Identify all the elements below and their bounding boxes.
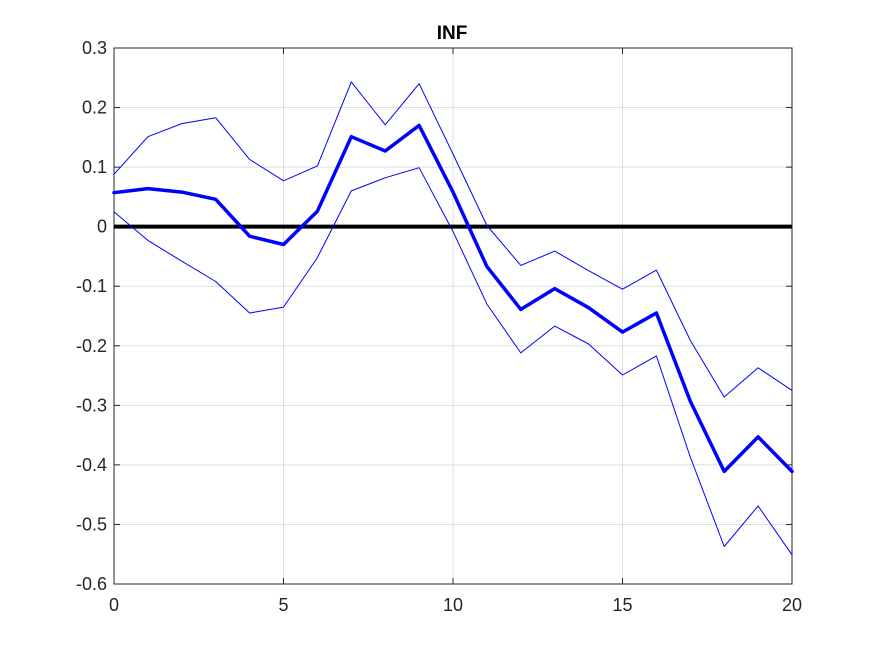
y-tick-label: -0.4 xyxy=(76,455,107,475)
y-tick-label: -0.5 xyxy=(76,514,107,534)
x-tick-layer: 0 5 10 15 20 xyxy=(109,595,802,615)
y-tick-label: 0.3 xyxy=(82,38,107,58)
x-tick-label: 0 xyxy=(109,595,119,615)
series-line-upper-band xyxy=(113,81,793,398)
y-tick-label: -0.2 xyxy=(76,336,107,356)
series-line-median xyxy=(112,123,794,474)
y-tick-label: -0.6 xyxy=(76,574,107,594)
y-tick-label: -0.1 xyxy=(76,276,107,296)
x-tick-label: 10 xyxy=(443,595,463,615)
y-tick-label: -0.3 xyxy=(76,395,107,415)
y-tick-label: 0.1 xyxy=(82,157,107,177)
y-tick-label: 0.2 xyxy=(82,98,107,118)
x-tick-label: 20 xyxy=(782,595,802,615)
x-tick-label: 15 xyxy=(612,595,632,615)
chart-title: INF xyxy=(437,23,468,44)
grid-layer xyxy=(113,47,793,585)
series-layer xyxy=(112,81,794,556)
y-tick-label: 0 xyxy=(97,217,107,237)
x-tick-label: 5 xyxy=(278,595,288,615)
series-line-lower-band xyxy=(113,167,793,556)
y-tick-layer: -0.6 -0.5 -0.4 -0.3 -0.2 -0.1 0 0.1 0.2 0.3 xyxy=(76,38,107,594)
